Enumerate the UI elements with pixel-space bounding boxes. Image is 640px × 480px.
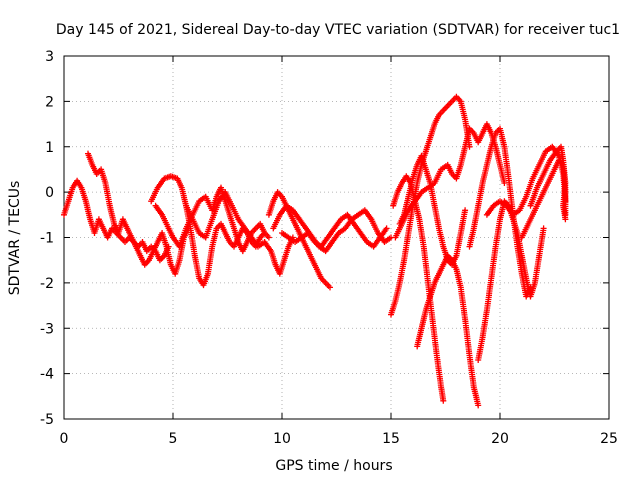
y-tick-label: -4	[40, 367, 54, 383]
x-tick-label: 5	[169, 431, 178, 447]
y-tick-label: 3	[45, 49, 54, 65]
data-point-marker	[540, 225, 547, 232]
y-tick-label: 2	[45, 94, 54, 110]
chart-title: Day 145 of 2021, Sidereal Day-to-day VTE…	[56, 22, 620, 38]
x-tick-label: 25	[600, 431, 618, 447]
y-tick-label: -5	[40, 412, 54, 428]
data-point-marker	[462, 207, 469, 214]
y-tick-label: -2	[40, 276, 54, 292]
x-tick-label: 15	[382, 431, 400, 447]
x-tick-label: 10	[273, 431, 291, 447]
y-tick-label: -1	[40, 231, 54, 247]
x-tick-label: 20	[491, 431, 509, 447]
y-tick-label: 0	[45, 185, 54, 201]
data-point-marker	[475, 402, 482, 409]
data-point-marker	[562, 216, 569, 223]
y-axis-title: SDTVAR / TECUs	[7, 181, 23, 296]
y-tick-label: 1	[45, 140, 54, 156]
data-point-marker	[383, 225, 390, 232]
data-markers	[61, 93, 569, 409]
axis-ticks: 0 5 10 15 20 25 -5 -4 -3 -2 -1 0 1 2 3	[40, 49, 618, 447]
data-point-marker	[440, 397, 447, 404]
data-point-marker	[327, 284, 333, 291]
data-point-marker	[265, 234, 272, 241]
y-tick-label: -3	[40, 321, 54, 337]
x-axis-title: GPS time / hours	[275, 458, 392, 474]
x-tick-label: 0	[60, 431, 69, 447]
